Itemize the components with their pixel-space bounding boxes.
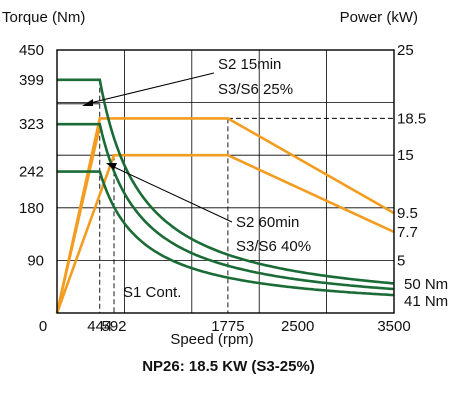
y-axis-left-title: Torque (Nm) [2,9,85,26]
x-tick-label: 592 [101,318,126,335]
annotation-50nm: 50 Nm [404,276,448,293]
annotation-s2-15min: S2 15min S3/S6 25% [82,56,293,106]
torque-line-3 [57,170,394,297]
x-tick-label: 444 [87,318,112,335]
y-left-tick-label: 242 [19,164,44,181]
x-tick-label: 2500 [281,318,314,335]
y-left-tick-label: 399 [19,72,44,89]
annotation-41nm: 41 Nm [404,293,448,310]
annotation-s2-15min-arrowhead [82,99,93,106]
plot-frame [56,49,395,314]
power-ramp-s1 [55,126,102,314]
torque-lines [57,78,394,297]
x-tick-label: 1775 [211,318,244,335]
y-right-tick-label: 7.7 [397,224,418,241]
y-right-tick-label: 25 [397,42,414,59]
y-right-tick-label: 5 [397,252,405,269]
y-left-tick-label: 323 [19,116,44,133]
annotation-s2-60min-leader [113,166,233,223]
y-axis-right-title: Power (kW) [340,9,418,26]
annotation-s2-60min-arrowhead [106,163,117,170]
y-left-tick-label: 450 [19,42,44,59]
power-line-2 [55,153,395,314]
annotation-s2-15min-leader [89,72,215,104]
y-right-tick-label: 18.5 [397,110,426,127]
chart-caption: NP26: 18.5 KW (S3-25%) [142,358,315,375]
annotation-s2-60min: S2 60min S3/S6 40% [106,163,311,255]
y-left-tick-label: 180 [19,200,44,217]
power-lines [55,117,395,314]
torque-line-1 [57,78,394,285]
annotation-s2-15min-line1: S2 15min [218,56,281,73]
annotation-s2-60min-line2: S3/S6 40% [236,238,311,255]
y-right-tick-label: 9.5 [397,205,418,222]
x-tick-label: 0 [39,318,47,335]
y-right-tick-labels: 5 7.7 9.5 15 18.5 25 [397,42,426,269]
x-axis-title: Speed (rpm) [170,331,253,348]
y-left-tick-labels: 90 180 242 323 399 450 [19,42,44,269]
y-right-tick-label: 15 [397,147,414,164]
annotation-s2-60min-line1: S2 60min [236,214,299,231]
y-left-tick-label: 90 [27,252,44,269]
annotation-s1-cont: S1 Cont. [123,284,181,301]
x-tick-label: 3500 [377,318,410,335]
annotation-s2-15min-line2: S3/S6 25% [218,81,293,98]
torque-line-2 [57,122,394,291]
